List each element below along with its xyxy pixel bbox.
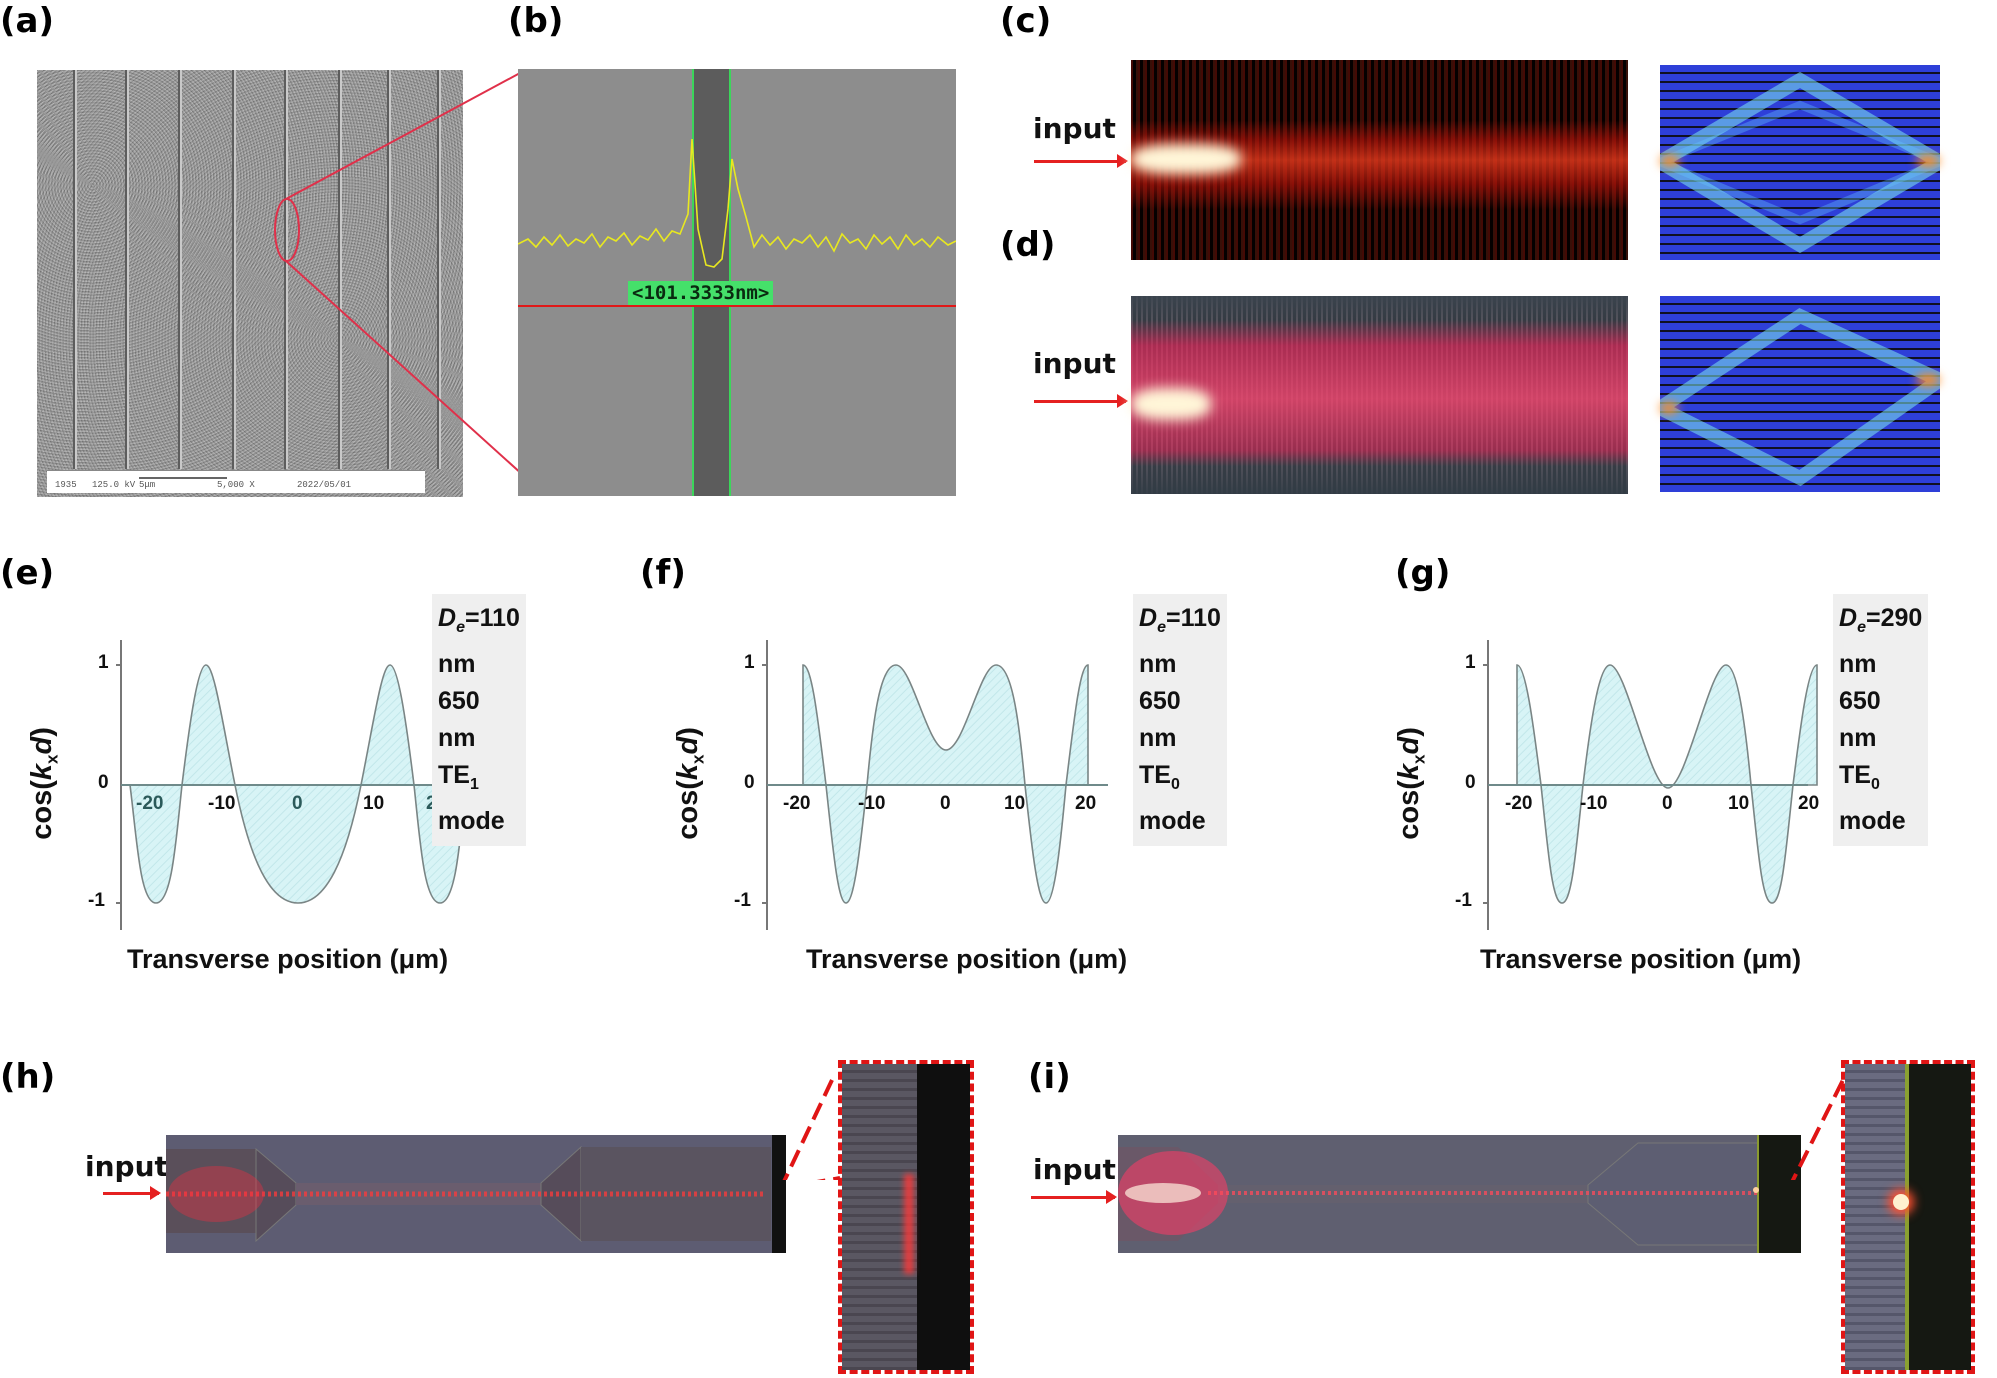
microscope-image-h <box>166 1135 786 1253</box>
xtick-0: 0 <box>292 793 303 814</box>
xtick-10: 10 <box>1004 793 1026 814</box>
input-label-c: input <box>1033 112 1116 145</box>
source-spot <box>1660 402 1678 414</box>
grating-region <box>842 1064 917 1370</box>
sem-voltage: 125.0 kV <box>92 480 136 490</box>
annotation-box-f: De=110 nm 650 nm TE0 mode <box>1133 594 1227 846</box>
panel-label-i: (i) <box>1028 1057 1071 1097</box>
xtick-20: 20 <box>1798 793 1820 814</box>
xtick-0: 0 <box>940 793 951 814</box>
microscope-image-i <box>1118 1135 1801 1253</box>
xtick-neg10: -10 <box>858 793 886 814</box>
panel-label-b: (b) <box>508 1 564 41</box>
inset-image-h <box>838 1060 974 1374</box>
simulation-image-c <box>1660 65 1940 260</box>
waveguide-shape <box>1118 1135 1801 1253</box>
xtick-neg10: -10 <box>1580 793 1608 814</box>
waveguide-line <box>387 70 389 469</box>
inset-connector-i <box>1790 1079 1845 1180</box>
input-label-i: input <box>1033 1153 1116 1186</box>
output-spot <box>1893 1194 1909 1210</box>
input-arrow-d <box>1034 394 1128 408</box>
input-arrow-h <box>103 1186 161 1200</box>
scale-bar-line <box>139 477 227 479</box>
panel-label-e: (e) <box>0 553 55 593</box>
input-label-h: input <box>85 1150 168 1183</box>
measurement-label: <101.3333nm> <box>628 281 774 305</box>
ytick-neg1: -1 <box>1455 890 1472 911</box>
input-arrow-c <box>1034 154 1128 168</box>
sem-image-zoom: <101.3333nm> <box>518 69 956 496</box>
annotation-box-e: De=110 nm 650 nm TE1 mode <box>432 594 526 846</box>
hot-spot <box>1131 144 1241 174</box>
plot-g-svg <box>1483 640 1818 930</box>
x-axis-title-f: Transverse position (μm) <box>806 944 1128 974</box>
xtick-neg20: -20 <box>1505 793 1533 814</box>
output-spot <box>1916 155 1940 167</box>
output-spot <box>904 1174 914 1274</box>
inset-connector-h <box>782 1079 841 1180</box>
xtick-neg20: -20 <box>136 793 164 814</box>
simulation-image-d <box>1660 296 1940 492</box>
input-arrow-i <box>1031 1190 1117 1204</box>
xtick-10: 10 <box>1728 793 1750 814</box>
facet-edge <box>1909 1064 1971 1370</box>
waveguide-line <box>125 70 127 469</box>
sem-id: 1935 <box>55 480 77 490</box>
experimental-image-d <box>1131 296 1628 494</box>
intensity-profile <box>518 138 956 268</box>
source-spot <box>1660 155 1680 167</box>
sem-info-bar: 1935 125.0 kV 5μm 5,000 X 2022/05/01 <box>47 470 425 493</box>
hot-spot <box>1131 388 1211 420</box>
input-label-d: input <box>1033 347 1116 380</box>
facet-highlight <box>1905 1064 1909 1370</box>
ytick-neg1: -1 <box>734 890 751 911</box>
ytick-0: 0 <box>1465 772 1476 793</box>
xtick-neg20: -20 <box>783 793 811 814</box>
simulation-pattern <box>1660 308 1940 487</box>
xtick-10: 10 <box>363 793 385 814</box>
panel-label-h: (h) <box>0 1057 56 1097</box>
waveguide-line <box>73 70 75 469</box>
xtick-0: 0 <box>1662 793 1673 814</box>
sem-magnification: 5,000 X <box>217 480 255 490</box>
panel-label-c: (c) <box>1000 1 1052 41</box>
inset-image-i <box>1841 1060 1975 1374</box>
panel-label-f: (f) <box>640 553 686 593</box>
ytick-0: 0 <box>744 772 755 793</box>
ytick-1: 1 <box>744 652 755 673</box>
sem-scale: 5μm <box>139 480 156 490</box>
measure-line <box>518 305 956 307</box>
facet-edge <box>917 1064 970 1370</box>
panel-label-a: (a) <box>0 1 55 41</box>
ytick-1: 1 <box>98 652 109 673</box>
y-axis-title-g: cos(kxd) <box>1392 727 1429 840</box>
ytick-0: 0 <box>98 772 109 793</box>
zoom-connector <box>274 72 535 486</box>
x-axis-title-g: Transverse position (μm) <box>1480 944 1802 974</box>
ytick-neg1: -1 <box>88 890 105 911</box>
xtick-neg10: -10 <box>208 793 236 814</box>
waveguide-line <box>232 70 234 469</box>
panel-label-g: (g) <box>1395 553 1451 593</box>
xtick-20: 20 <box>1075 793 1097 814</box>
waveguide-line <box>338 70 340 469</box>
waveguide-line <box>437 70 439 469</box>
ytick-1: 1 <box>1465 652 1476 673</box>
plot-e-svg <box>116 640 478 930</box>
output-spot <box>1916 374 1940 386</box>
plot-f-svg <box>762 640 1108 930</box>
sem-date: 2022/05/01 <box>297 480 352 490</box>
panel-label-d: (d) <box>1000 225 1056 265</box>
grating-region <box>1845 1064 1905 1370</box>
experimental-image-c <box>1131 60 1628 260</box>
waveguide-shape <box>166 1135 786 1253</box>
annotation-box-g: De=290 nm 650 nm TE0 mode <box>1833 594 1929 846</box>
x-axis-title-e: Transverse position (μm) <box>127 944 449 974</box>
waveguide-line <box>178 70 180 469</box>
waveguide-line <box>284 70 286 469</box>
simulation-pattern <box>1660 71 1940 254</box>
